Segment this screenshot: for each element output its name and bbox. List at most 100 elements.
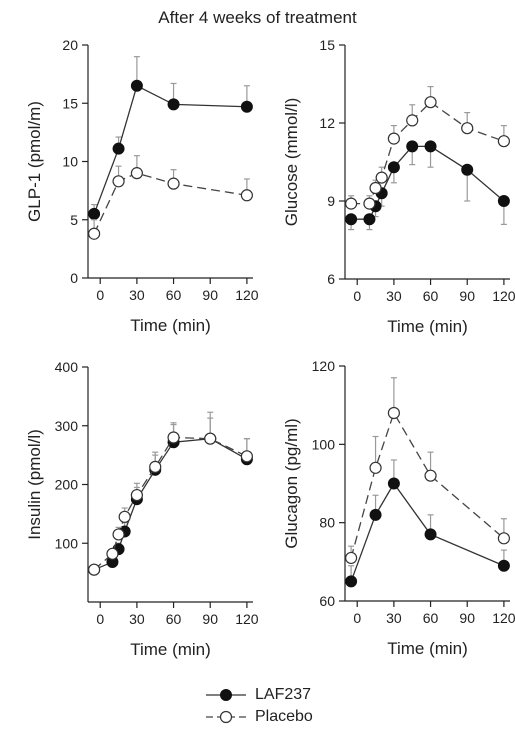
series-placebo [88,411,253,576]
data-point [369,508,382,521]
x-tick-label: 120 [492,288,515,304]
x-tick-label: 90 [459,288,475,304]
x-tick-label: 0 [353,610,361,626]
x-tick-label: 120 [492,610,515,626]
data-point [88,563,101,576]
y-tick-label: 9 [327,193,335,209]
y-tick-label: 300 [55,418,79,434]
data-point [424,528,437,541]
y-tick-label: 120 [312,358,336,374]
data-point [112,528,125,541]
y-tick-label: 12 [319,115,335,131]
data-point [406,140,419,153]
data-point [345,213,358,226]
data-point [497,195,510,207]
data-point [424,140,437,153]
y-tick-label: 5 [70,212,78,228]
data-point [149,460,162,473]
x-tick-label: 0 [353,288,361,304]
data-point [130,79,143,92]
data-point [240,189,253,202]
series-line [350,411,505,559]
x-tick-label: 30 [129,287,145,303]
data-point [497,559,510,572]
data-point [387,477,400,490]
y-tick-label: 20 [62,37,78,53]
y-tick-label: 400 [55,359,79,375]
data-point [88,207,101,220]
x-axis-title: Time (min) [387,639,468,658]
data-point [387,406,400,420]
y-tick-label: 15 [62,95,78,111]
data-point [497,532,510,545]
data-point [387,161,400,174]
y-tick-label: 80 [319,515,335,531]
y-tick-label: 100 [312,436,336,452]
y-tick-label: 60 [319,593,335,609]
x-tick-label: 0 [96,611,104,627]
x-tick-label: 90 [202,287,218,303]
data-point [240,100,253,113]
data-point [345,575,358,588]
legend-swatch-dashed-open [206,710,246,724]
x-tick-label: 0 [96,287,104,303]
data-point [106,547,119,560]
x-tick-label: 90 [202,611,218,627]
y-tick-label: 100 [55,535,79,551]
legend: LAF237 Placebo [205,683,365,729]
data-point [406,114,419,127]
legend-label: LAF237 [255,686,312,703]
chart-glp1: 0 30 60 90 120 0 5 10 15 20 Time (min) GLP-1 (pmol/… [25,37,259,335]
x-tick-label: 120 [235,611,259,627]
data-point [240,450,253,463]
y-axis-title: Glucagon (pg/ml) [282,418,301,548]
series-laf237 [88,56,253,220]
data-point [112,175,125,188]
data-point [369,461,382,474]
data-point [204,432,217,445]
y-axis-title: Insulin (pmol/l) [25,429,44,540]
figure-title: After 4 weeks of treatment [158,8,357,27]
y-axis-title: GLP-1 (pmol/m) [25,101,44,222]
y-tick-label: 10 [62,154,78,170]
legend-item-laf237: LAF237 [205,685,311,705]
data-point [387,132,400,145]
data-point [363,197,376,210]
legend-item-placebo: Placebo [205,707,313,727]
data-point [130,167,143,180]
data-point [369,181,382,195]
series-placebo [88,155,253,240]
data-point [345,551,358,565]
series-laf237 [345,459,510,588]
chart-glucagon: 0 30 60 90 120 60 80 100 120 Time (min) Glucagon (… [282,358,515,658]
data-point [497,135,510,148]
y-tick-label: 0 [70,270,78,286]
x-tick-label: 60 [166,287,182,303]
x-tick-label: 90 [459,610,475,626]
chart-glucose: 0 30 60 90 120 6 9 12 15 Time (min) Glucose (mmol/… [282,37,515,336]
series-laf237 [345,140,510,231]
data-point [167,431,180,444]
x-axis-title: Time (min) [130,316,211,335]
y-tick-label: 6 [327,271,335,287]
data-point [345,197,358,210]
x-tick-label: 60 [166,611,182,627]
chart-insulin: 0 30 60 90 120 100 200 300 400 Time (min) Insulin … [25,359,259,659]
x-axis-title: Time (min) [130,640,211,659]
x-tick-label: 60 [423,288,439,304]
x-tick-label: 60 [423,610,439,626]
x-axis-title: Time (min) [387,317,468,336]
data-point [167,98,180,111]
series-placebo [345,85,510,210]
data-point [461,163,474,176]
x-tick-label: 30 [386,610,402,626]
data-point [363,213,376,226]
legend-swatch-solid-filled [206,689,246,701]
legend-label: Placebo [255,708,313,725]
data-point [118,510,131,523]
x-tick-label: 30 [386,288,402,304]
data-point [375,171,388,184]
y-axis-title: Glucose (mmol/l) [282,98,301,226]
data-point [167,177,180,190]
